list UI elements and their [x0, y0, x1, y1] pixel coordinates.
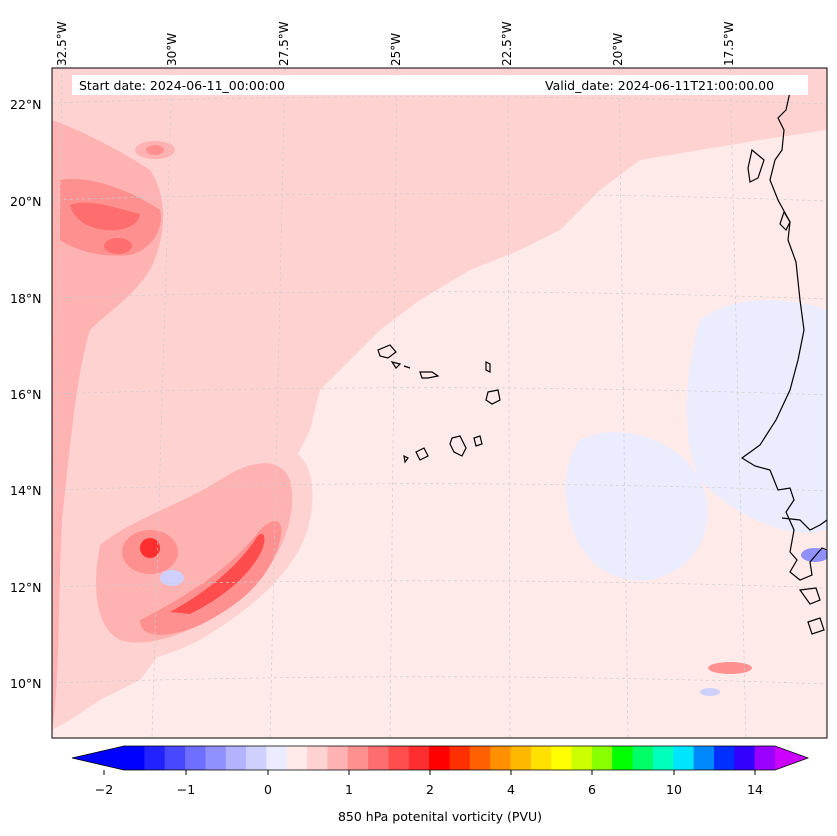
- pv-negative-sea: [565, 432, 708, 581]
- gridlines: [52, 68, 827, 738]
- pv-spot-north-core: [146, 145, 164, 155]
- pv-spot-left: [104, 238, 132, 254]
- colorbar-segment: [652, 746, 674, 770]
- coastline: [740, 84, 827, 635]
- colorbar-segment: [205, 746, 227, 770]
- vorticity-field: [52, 68, 827, 730]
- lon-label-25w: 25°W: [389, 32, 403, 66]
- colorbar-segment: [124, 746, 145, 770]
- colorbar-segment: [429, 746, 450, 770]
- colorbar-segment: [327, 746, 349, 770]
- lat-label-10n: 10°N: [10, 676, 42, 691]
- cabo-verde-islands: [377, 344, 501, 464]
- colorbar-segment: [530, 746, 552, 770]
- colorbar-tick-label: 14: [747, 782, 763, 797]
- lat-label-22n: 22°N: [10, 97, 42, 112]
- lat-label-16n: 16°N: [10, 387, 42, 402]
- colorbar-segment: [490, 746, 512, 770]
- colorbar-segment: [713, 746, 735, 770]
- start-date: Start date: 2024-06-11_00:00:00: [79, 78, 285, 93]
- colorbar-segment: [571, 746, 593, 770]
- pv-south-outer: [96, 463, 293, 643]
- pv-negative-blob: [160, 570, 184, 586]
- colorbar-segment: [286, 746, 308, 770]
- colorbar-segment: [307, 746, 328, 770]
- colorbar-title: 850 hPa potenital vorticity (PVU): [337, 809, 543, 824]
- colorbar-tick-label: 0: [264, 782, 272, 797]
- colorbar-tick-label: 6: [588, 782, 596, 797]
- colorbar-tick-label: −2: [94, 782, 114, 797]
- colorbar-segment: [693, 746, 715, 770]
- colorbar-segment: [551, 746, 573, 770]
- pv-negative-east: [686, 300, 827, 533]
- pv-left-core-2: [70, 202, 140, 231]
- colorbar-tick-label: 4: [507, 782, 515, 797]
- colorbar-segment: [612, 746, 634, 770]
- colorbar-segment: [164, 746, 186, 770]
- colorbar-outline: [71, 745, 810, 771]
- colorbar-segment: [408, 746, 430, 770]
- colorbar-segment: [469, 746, 491, 770]
- pv-negative-coast: [801, 548, 827, 562]
- colorbar-segment: [368, 746, 389, 770]
- colorbar-over-arrow: [775, 746, 808, 770]
- colorbar-tick-label: 1: [345, 782, 353, 797]
- colorbar-tick-label: −1: [176, 782, 196, 797]
- colorbar-ticks: [103, 770, 756, 775]
- lat-label-12n: 12°N: [10, 580, 42, 595]
- colorbar-segment: [673, 746, 695, 770]
- lon-label-27-5w: 27.5°W: [277, 21, 291, 66]
- colorbar-segment: [510, 746, 532, 770]
- colorbar-segment: [144, 746, 166, 770]
- colorbar-segment: [754, 746, 776, 770]
- colorbar: [71, 745, 810, 771]
- colorbar-segment: [449, 746, 471, 770]
- colorbar-segment: [632, 746, 654, 770]
- lon-label-32-5w: 32.5°W: [55, 21, 69, 66]
- date-box: [72, 75, 808, 95]
- valid-date: Valid_date: 2024-06-11T21:00:00.00: [545, 78, 775, 93]
- colorbar-segment: [246, 746, 267, 770]
- lon-label-20w: 20°W: [611, 32, 625, 66]
- colorbar-tick-label: 2: [426, 782, 434, 797]
- lon-label-30w: 30°W: [165, 32, 179, 66]
- colorbar-segment: [388, 746, 410, 770]
- colorbar-segment: [734, 746, 756, 770]
- colorbar-segment: [185, 746, 206, 770]
- pv-south-mid: [140, 521, 282, 635]
- lat-label-14n: 14°N: [10, 483, 42, 498]
- lat-label-18n: 18°N: [10, 291, 42, 306]
- colorbar-segment: [225, 746, 247, 770]
- colorbar-tick-label: 10: [666, 782, 682, 797]
- pv-south-west-core: [140, 538, 160, 558]
- lon-label-22-5w: 22.5°W: [500, 21, 514, 66]
- pv-spot-se: [708, 662, 752, 674]
- colorbar-segment: [591, 746, 613, 770]
- colorbar-segment: [347, 746, 369, 770]
- colorbar-under-arrow: [72, 746, 124, 770]
- pv-left-column: [52, 120, 164, 730]
- colorbar-segment: [266, 746, 288, 770]
- map-frame: [51, 67, 828, 739]
- lat-label-20n: 20°N: [10, 194, 42, 209]
- pv-south-core: [170, 533, 265, 614]
- pv-negative-se: [700, 688, 720, 696]
- pv-region-north: [52, 68, 827, 730]
- lon-label-17-5w: 17.5°W: [722, 21, 736, 66]
